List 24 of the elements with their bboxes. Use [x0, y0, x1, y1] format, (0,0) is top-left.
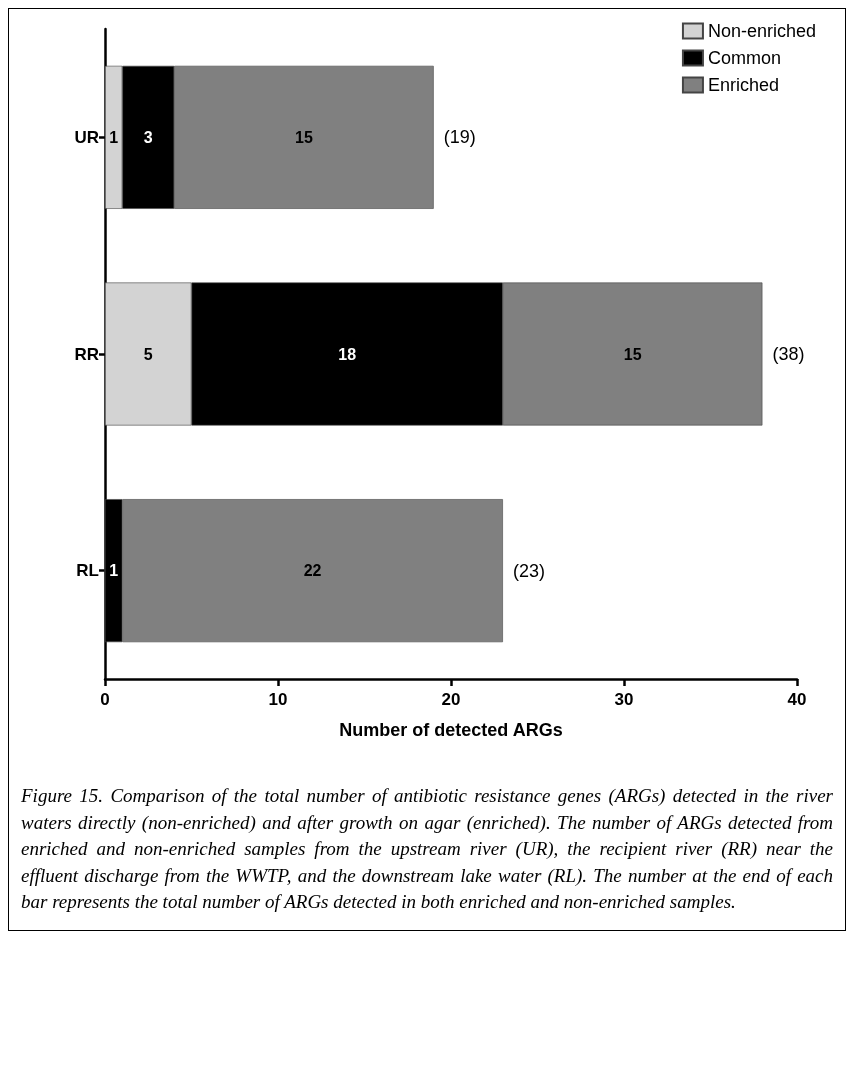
- legend-label: Common: [707, 48, 781, 68]
- total-label: (38): [772, 344, 805, 364]
- data-label: 1: [109, 128, 119, 146]
- x-tick-label: 20: [441, 690, 461, 709]
- data-label: 22: [303, 562, 322, 580]
- total-label: (23): [512, 560, 545, 581]
- x-tick-label: 30: [614, 690, 634, 709]
- data-label: 18: [338, 345, 357, 363]
- data-label: 15: [623, 345, 642, 363]
- y-tick-label: RR: [74, 344, 99, 364]
- data-label: 1: [109, 562, 119, 580]
- y-tick-label: UR: [74, 127, 99, 147]
- x-tick-label: 10: [268, 690, 288, 709]
- caption: Figure 15. Comparison of the total number of antibiotic resistance genes (ARGs) detected in the river waters directly (non-enriched) and after growth on agar (enriched). The number of ARGs detected from enriched and non-enriched samples from the upstream river (UR), the recipient river (RR) near the effluent discharge from the WWTP, and the downstream lake water (RL). The number at the end of each bar represents the total number of ARGs detected in both enriched and non-enriched samples.: [21, 784, 833, 915]
- data-label: 5: [143, 345, 153, 363]
- y-tick-label: RL: [76, 561, 99, 581]
- data-label: 15: [295, 128, 313, 146]
- legend-label: Non-enriched: [707, 21, 816, 41]
- x-axis-title: Number of detected ARGs: [339, 720, 563, 740]
- total-label: (19): [443, 127, 476, 148]
- x-tick-label: 0: [100, 690, 110, 709]
- legend-label: Enriched: [707, 75, 779, 95]
- data-label: 3: [143, 128, 153, 146]
- x-tick-label: 40: [787, 690, 807, 709]
